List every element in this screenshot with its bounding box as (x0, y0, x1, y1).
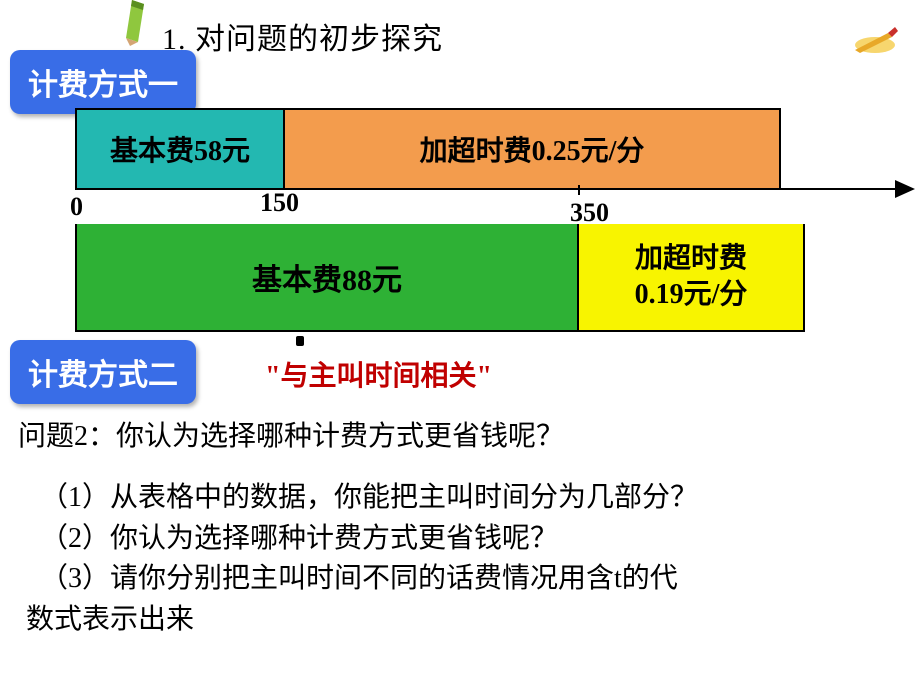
plan-badge-1: 计费方式一 (10, 50, 196, 114)
bar-plan2-extra-line2: 0.19元/分 (635, 277, 748, 313)
axis-tick-350: 350 (570, 198, 609, 228)
plan-badge-2: 计费方式二 (10, 340, 196, 404)
bar-chart-container: 基本费58元 加超时费0.25元/分 0 150 350 基本费88元 加超时费… (75, 108, 895, 332)
axis-tick-150: 150 (260, 188, 299, 218)
axis-tick-0: 0 (70, 192, 83, 222)
bar-top-row: 基本费58元 加超时费0.25元/分 (75, 108, 781, 188)
axis-arrow-icon (895, 180, 915, 198)
pen-icon (850, 25, 900, 55)
question-main: 问题2：你认为选择哪种计费方式更省钱呢？ (18, 414, 564, 454)
bar-plan2-extra: 加超时费 0.19元/分 (579, 224, 803, 330)
key-phrase: "与主叫时间相关" (265, 354, 492, 394)
bar-plan2-extra-line1: 加超时费 (635, 241, 747, 277)
bar-plan1-base: 基本费58元 (77, 110, 285, 188)
section-title: 1. 对问题的初步探究 (162, 14, 443, 58)
sub-question-3b: 数式表示出来 (26, 600, 698, 641)
tick-mark-350 (578, 185, 580, 195)
number-axis: 0 150 350 (75, 188, 895, 226)
pencil-icon (122, 0, 150, 46)
cursor-indicator (296, 336, 304, 346)
sub-question-1: （1）从表格中的数据，你能把主叫时间分为几部分？ (40, 478, 698, 519)
bar-plan1-extra: 加超时费0.25元/分 (285, 110, 779, 188)
sub-question-3a: （3）请你分别把主叫时间不同的话费情况用含t的代 (40, 559, 698, 600)
sub-questions: （1）从表格中的数据，你能把主叫时间分为几部分？ （2）你认为选择哪种计费方式更… (40, 478, 698, 640)
bar-plan2-base: 基本费88元 (77, 224, 579, 330)
bar-bottom-row: 基本费88元 加超时费 0.19元/分 (75, 224, 805, 332)
sub-question-2: （2）你认为选择哪种计费方式更省钱呢？ (40, 519, 698, 560)
